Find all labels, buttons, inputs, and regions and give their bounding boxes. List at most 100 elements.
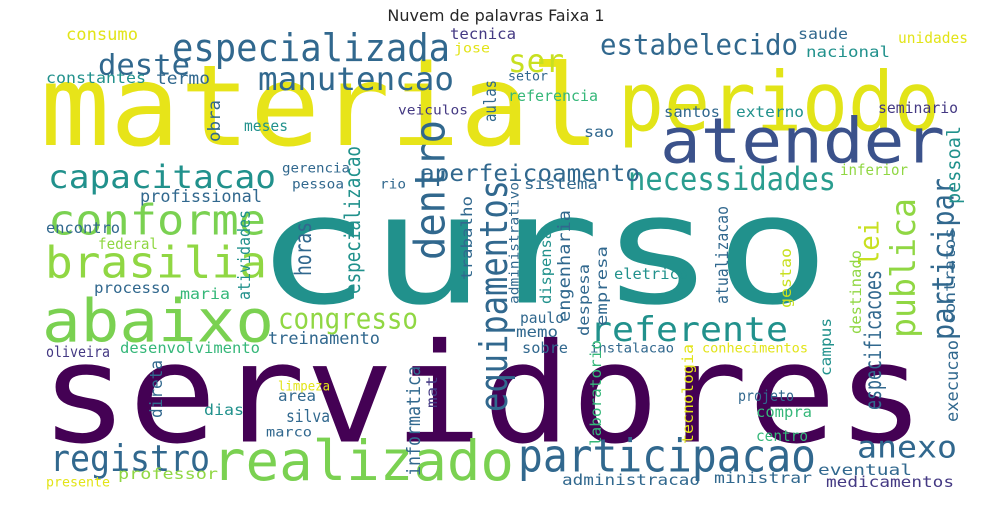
word-servidores: servidores bbox=[40, 315, 925, 475]
word-conforme: conforme bbox=[48, 196, 266, 245]
word-pessoal: pessoal bbox=[943, 126, 965, 204]
word-necessidades: necessidades bbox=[628, 160, 836, 198]
word-saude: saude bbox=[798, 25, 848, 43]
word-consumo: consumo bbox=[66, 25, 138, 45]
word-laboratorio: laboratorio bbox=[587, 340, 605, 446]
word-registro: registro bbox=[50, 438, 210, 480]
word-dentro: dentro bbox=[406, 120, 455, 260]
word-aperfeicoamento: aperfeicoamento bbox=[420, 161, 640, 187]
word-limpeza: limpeza bbox=[278, 380, 330, 395]
word-atividades: atividades bbox=[235, 210, 255, 300]
word-externo: externo bbox=[736, 103, 804, 121]
chart-title: Nuvem de palavras Faixa 1 bbox=[387, 6, 605, 25]
word-nacional: nacional bbox=[806, 43, 890, 61]
word-equipamentos: equipamentos bbox=[472, 180, 516, 412]
word-manutencao: manutencao bbox=[258, 60, 454, 98]
word-especificacoes: especificacoes bbox=[861, 270, 887, 410]
word-horas: horas bbox=[291, 222, 317, 276]
word-anexo: anexo bbox=[857, 431, 957, 466]
word-seminario: seminario bbox=[878, 99, 958, 117]
word-compra: compra bbox=[756, 403, 812, 421]
word-dias: dias bbox=[204, 401, 244, 419]
word-veiculos: veiculos bbox=[398, 104, 468, 119]
word-dispensa: dispensa bbox=[537, 230, 555, 304]
word-estabelecido: estabelecido bbox=[600, 29, 798, 62]
word-atualizacao: atualizacao bbox=[713, 206, 733, 304]
word-termo: termo bbox=[156, 69, 210, 89]
word-participar: participar bbox=[927, 178, 962, 340]
word-tecnologia: tecnologia bbox=[679, 344, 697, 444]
word-obra: obra bbox=[205, 100, 225, 142]
word-instalacao: instalacao bbox=[590, 342, 674, 357]
word-presente: presente bbox=[46, 476, 110, 491]
word-eventual: eventual bbox=[818, 461, 912, 479]
word-treinamento: treinamento bbox=[268, 329, 380, 349]
word-administracao: administracao bbox=[562, 471, 700, 489]
word-projeto: projeto bbox=[738, 387, 794, 405]
word-atender: atender bbox=[660, 105, 945, 178]
word-desenvolvimento: desenvolvimento bbox=[120, 339, 260, 357]
word-eletrico: eletrico bbox=[614, 265, 688, 283]
word-sao: sao bbox=[584, 123, 614, 141]
word-setor: setor bbox=[508, 70, 548, 85]
word-periodo: periodo bbox=[618, 56, 940, 151]
word-federal: federal bbox=[98, 235, 158, 253]
word-campus: campus bbox=[817, 318, 835, 376]
word-ministrar: ministrar bbox=[714, 469, 812, 487]
word-deste: deste bbox=[98, 49, 190, 82]
word-capacitacao: capacitacao bbox=[48, 158, 276, 196]
word-informatica: informatica bbox=[403, 366, 425, 476]
word-publica: publica bbox=[884, 198, 924, 338]
word-santos: santos bbox=[664, 103, 720, 121]
word-execucao: execucao bbox=[943, 340, 963, 422]
word-aulas: aulas bbox=[481, 80, 501, 122]
word-destinado: destinado bbox=[847, 250, 865, 334]
word-referente: referente bbox=[590, 310, 788, 350]
word-jose: jose bbox=[454, 42, 490, 57]
word-engenharia: engenharia bbox=[555, 210, 575, 322]
word-gestao: gestao bbox=[777, 248, 795, 308]
word-referencia: referencia bbox=[508, 87, 598, 105]
word-centro: centro bbox=[756, 427, 808, 445]
word-congresso: congresso bbox=[278, 303, 418, 336]
word-contratos: contratos bbox=[941, 228, 959, 324]
word-medicamentos: medicamentos bbox=[826, 473, 954, 491]
word-inferior: inferior bbox=[840, 161, 908, 179]
word-rio: rio bbox=[380, 178, 406, 193]
word-brasilia: brasilia bbox=[45, 238, 267, 289]
word-especializacao: especializacao bbox=[341, 146, 365, 294]
word-sobre: sobre bbox=[522, 339, 568, 357]
word-tecnica: tecnica bbox=[450, 25, 516, 43]
word-especializada: especializada bbox=[172, 26, 450, 70]
word-profissional: profissional bbox=[140, 187, 262, 207]
word-gerencia: gerencia bbox=[282, 162, 350, 177]
word-ser: ser bbox=[508, 42, 564, 80]
word-marco: marco bbox=[266, 426, 312, 441]
word-processo: processo bbox=[94, 279, 170, 297]
word-trabalho: trabalho bbox=[458, 196, 476, 280]
word-meses: meses bbox=[244, 117, 288, 135]
word-participacao: participacao bbox=[518, 430, 816, 483]
word-pessoa: pessoa bbox=[292, 178, 344, 193]
word-area: area bbox=[278, 387, 316, 405]
word-material: material bbox=[40, 42, 600, 172]
word-maria: maria bbox=[180, 285, 230, 303]
word-oliveira: oliveira bbox=[46, 343, 110, 361]
word-encontro: encontro bbox=[46, 219, 120, 237]
word-professor: professor bbox=[118, 465, 218, 483]
word-empresa: empresa bbox=[593, 246, 611, 326]
word-curso: curso bbox=[255, 162, 830, 339]
word-abaixo: abaixo bbox=[42, 287, 274, 356]
word-conhecimentos: conhecimentos bbox=[702, 342, 808, 357]
word-despesa: despesa bbox=[575, 264, 593, 336]
word-memo: memo bbox=[516, 323, 558, 341]
word-constantes: constantes bbox=[46, 69, 146, 87]
word-lei: lei bbox=[855, 220, 886, 266]
word-administrativo: administrativo bbox=[508, 182, 523, 304]
word-paulo: paulo bbox=[520, 309, 564, 327]
word-unidades: unidades bbox=[898, 29, 968, 47]
word-silva: silva bbox=[286, 407, 330, 427]
word-sistema: sistema bbox=[524, 175, 598, 193]
